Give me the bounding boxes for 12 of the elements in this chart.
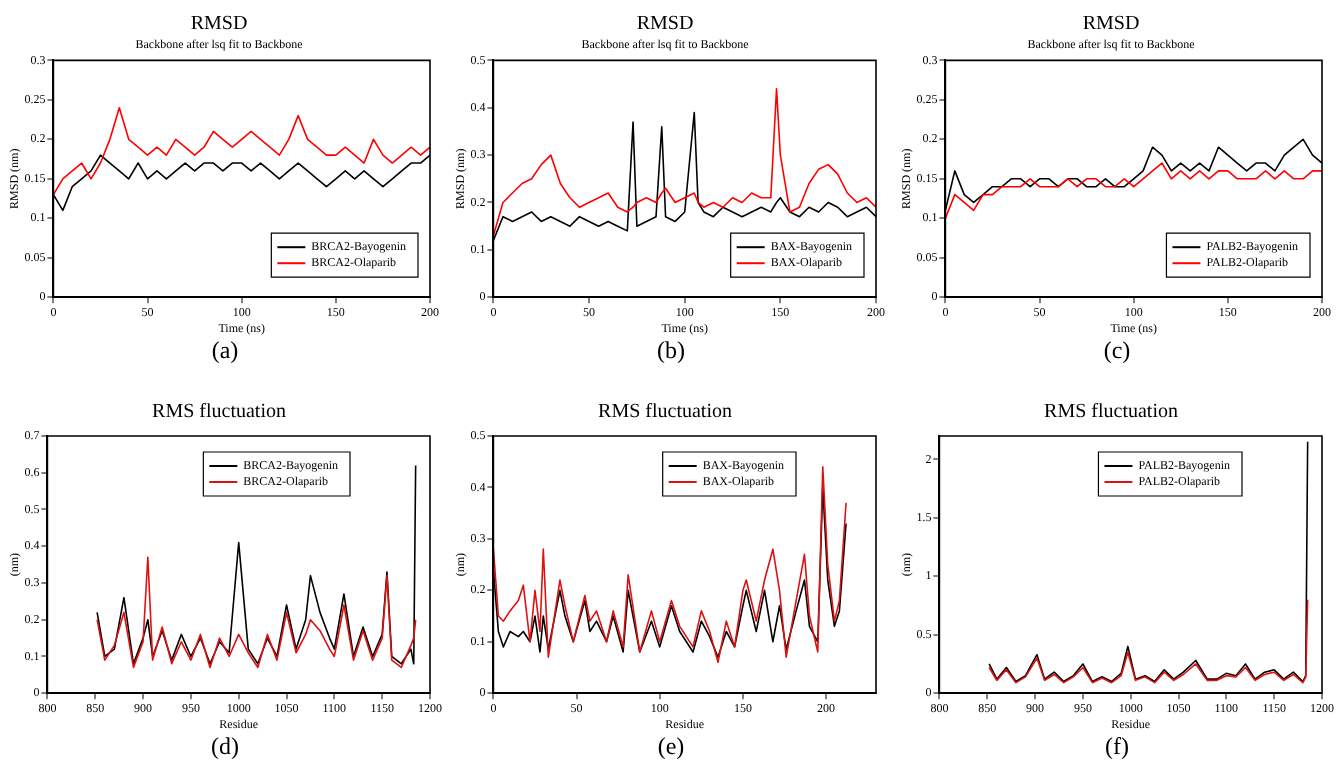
text: (e) [655,732,687,760]
chart-title: RMS fluctuation [1044,401,1178,424]
text: (b) [655,336,687,364]
chart-title: RMSD [636,13,694,36]
text: (f) [1103,732,1131,760]
chart-title: RMSD [190,13,248,36]
text: (a) [209,336,241,364]
chart-title: RMSD [1082,13,1140,36]
chart-title: RMS fluctuation [598,401,732,424]
text: (d) [209,732,241,760]
chart-title: RMS fluctuation [152,401,286,424]
text: (c) [1101,336,1133,364]
